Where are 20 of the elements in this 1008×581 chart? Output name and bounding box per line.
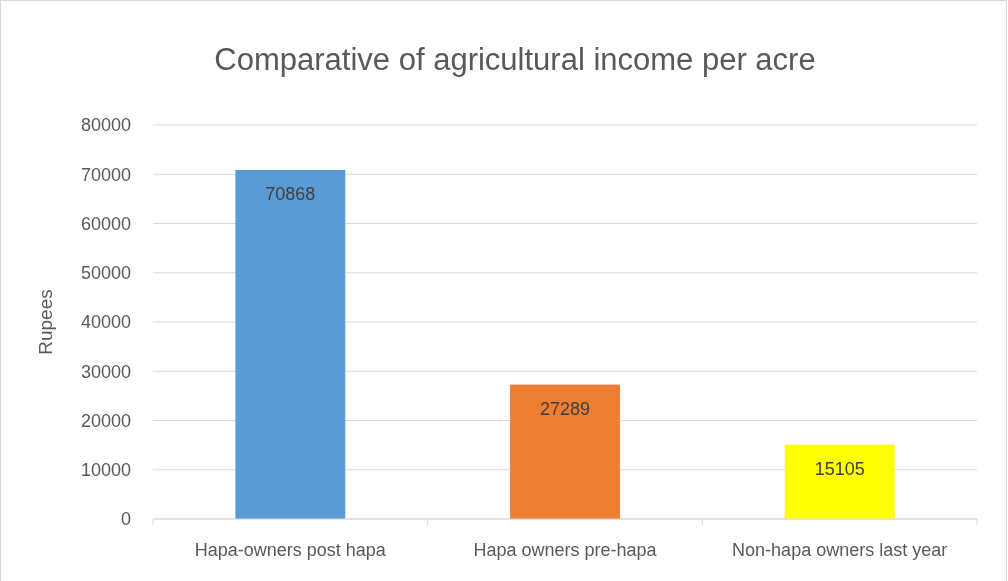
x-tick-label: Non-hapa owners last year <box>732 540 948 560</box>
bar <box>510 384 620 519</box>
y-tick-label: 60000 <box>80 213 131 234</box>
y-tick-label: 10000 <box>80 460 131 481</box>
chart-title: Comparative of agricultural income per acre <box>214 42 816 77</box>
bar <box>784 444 895 519</box>
y-axis-title: Rupees <box>35 289 56 355</box>
x-tick-label: Hapa-owners post hapa <box>194 540 387 560</box>
bar <box>235 169 346 519</box>
x-tick-label: Hapa owners pre-hapa <box>473 540 658 560</box>
y-tick-label: 40000 <box>80 312 131 333</box>
y-tick-label: 0 <box>120 509 131 530</box>
y-tick-label: 70000 <box>80 164 131 185</box>
y-tick-label: 30000 <box>80 361 131 382</box>
y-tick-label: 50000 <box>80 263 131 284</box>
data-label: 27289 <box>539 398 591 419</box>
data-label: 15105 <box>814 458 865 479</box>
y-tick-label: 20000 <box>80 410 131 431</box>
data-label: 70868 <box>265 183 316 204</box>
y-tick-label: 80000 <box>80 115 131 136</box>
